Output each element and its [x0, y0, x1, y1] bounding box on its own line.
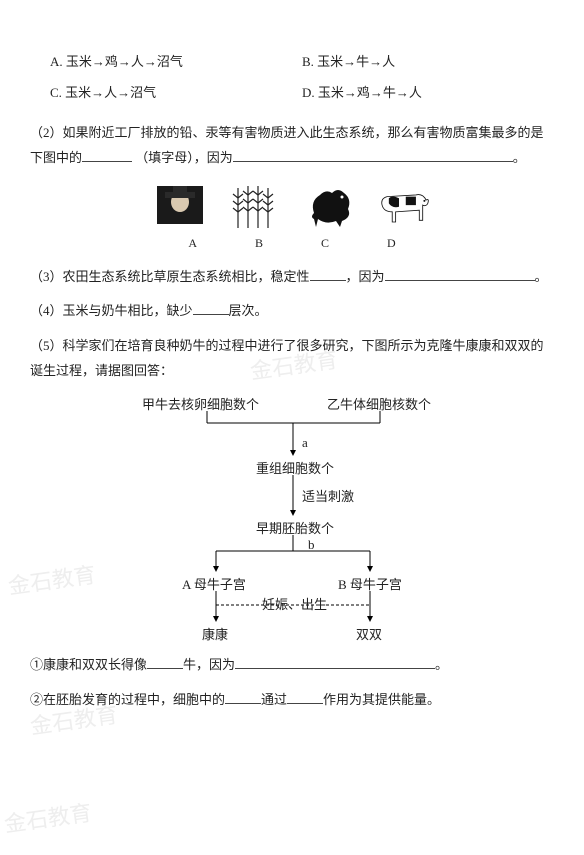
img-person [152, 183, 207, 228]
option-a: A. 玉米→鸡→人→沼气 [50, 50, 302, 75]
option-d: D. 玉米→鸡→牛→人 [302, 81, 554, 106]
blank [82, 149, 132, 162]
q3-end: 。 [535, 269, 548, 284]
node-recomb: 重组细胞数个 [256, 457, 334, 482]
q4-end: 层次。 [229, 303, 268, 318]
blank [235, 656, 435, 669]
q2-end: 。 [513, 150, 526, 165]
sub1-prefix: ①康康和双双长得像 [30, 657, 147, 672]
sub-question-1: ①康康和双双长得像 牛，因为 。 [30, 653, 554, 678]
image-labels: A B C D [30, 232, 554, 255]
node-uterus-b: B 母牛子宫 [338, 573, 402, 598]
question-4: （4）玉米与奶牛相比，缺少 层次。 [30, 299, 554, 324]
img-corn [227, 183, 282, 228]
option-b: B. 玉米→牛→人 [302, 50, 554, 75]
question-3: （3）农田生态系统比草原生态系统相比，稳定性 ，因为 。 [30, 265, 554, 290]
watermark: 金石教育 [2, 792, 95, 846]
q4-prefix: （4）玉米与奶牛相比，缺少 [30, 303, 193, 318]
sub2-mid: 通过 [261, 692, 287, 707]
blank [385, 268, 535, 281]
image-row [30, 183, 554, 228]
q2-mid: （填字母），因为 [135, 150, 233, 165]
question-5: （5）科学家们在培育良种奶牛的过程中进行了很多研究，下图所示为克隆牛康康和双双的… [30, 334, 554, 383]
watermark: 金石教育 [6, 554, 99, 608]
question-2: （2）如果附近工厂排放的铅、汞等有害物质进入此生态系统，那么有害物质富集最多的是… [30, 121, 554, 170]
option-row: A. 玉米→鸡→人→沼气 B. 玉米→牛→人 C. 玉米→人→沼气 D. 玉米→… [30, 50, 554, 111]
node-birth: 妊娠、出生 [262, 593, 327, 618]
clone-diagram: 甲牛去核卵细胞数个 乙牛体细胞核数个 a 重组细胞数个 适当刺激 早期胚胎数个 … [112, 393, 472, 643]
q5-text: （5）科学家们在培育良种奶牛的过程中进行了很多研究，下图所示为克隆牛康康和双双的… [30, 338, 544, 378]
label-d: D [387, 232, 396, 255]
sub-question-2: ②在胚胎发育的过程中，细胞中的 通过 作用为其提供能量。 [30, 688, 554, 713]
node-ss: 双双 [356, 623, 382, 648]
sub1-end: 。 [435, 657, 448, 672]
img-chicken [302, 183, 357, 228]
sub2-end: 作用为其提供能量。 [323, 692, 440, 707]
label-c: C [321, 232, 329, 255]
blank [147, 656, 183, 669]
node-embryo: 早期胚胎数个 [256, 517, 334, 542]
blank [310, 268, 346, 281]
label-a: A [188, 232, 197, 255]
node-stim: 适当刺激 [302, 485, 354, 510]
blank [225, 691, 261, 704]
option-c: C. 玉米→人→沼气 [50, 81, 302, 106]
step-a: a [302, 431, 308, 456]
node-kk: 康康 [202, 623, 228, 648]
img-cow [377, 183, 432, 228]
q3-prefix: （3）农田生态系统比草原生态系统相比，稳定性 [30, 269, 310, 284]
blank [233, 149, 513, 162]
sub2-prefix: ②在胚胎发育的过程中，细胞中的 [30, 692, 225, 707]
sub1-mid: 牛，因为 [183, 657, 235, 672]
blank [193, 302, 229, 315]
step-b: b [308, 533, 315, 558]
node-uterus-a: A 母牛子宫 [182, 573, 246, 598]
q3-mid: ，因为 [346, 269, 385, 284]
label-b: B [255, 232, 263, 255]
blank [287, 691, 323, 704]
